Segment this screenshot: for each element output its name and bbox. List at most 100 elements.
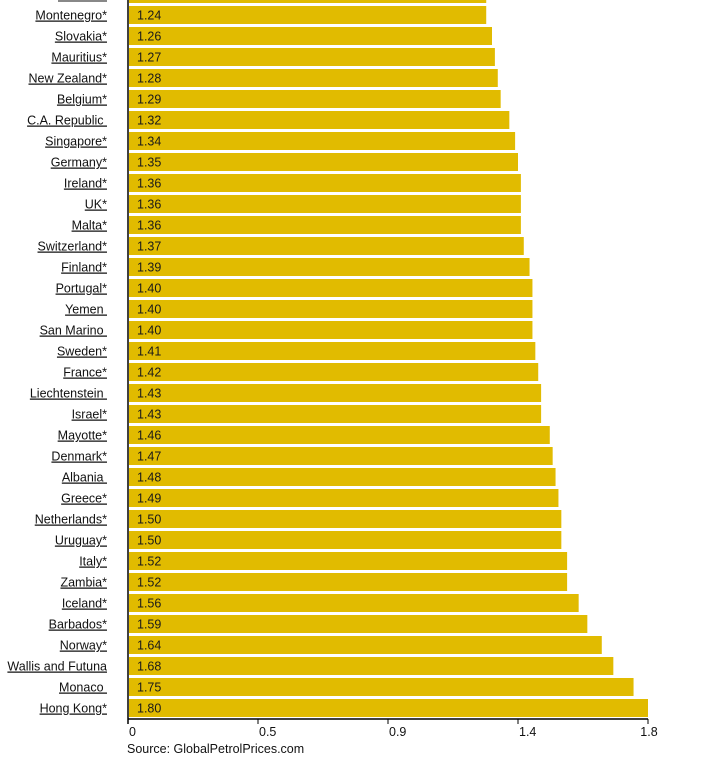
category-label-link[interactable]: Monaco [59,681,107,695]
bar-value-label: 1.68 [137,660,161,674]
bar-value-label: 1.27 [137,51,161,65]
category-labels: Montenegro* Slovakia* Mauritius* New Zealan… [7,0,108,716]
bar-partial-cutoff [129,0,487,3]
bar-value-label: 1.56 [137,597,161,611]
category-label-link[interactable]: Ireland* [64,177,107,191]
category-label-link[interactable]: Switzerland* [38,240,108,254]
value-labels: 1.24 1.26 1.27 1.28 1.29 1.32 1.34 1.35 1.36 1.36… [137,9,161,716]
category-label-link[interactable]: Italy* [79,555,107,569]
bar-value-label: 1.40 [137,303,161,317]
category-label-link[interactable]: Mayotte* [58,429,107,443]
x-tick-label: 0.9 [389,725,406,739]
category-label-link[interactable]: Greece* [61,492,107,506]
bar [129,174,521,192]
bar-value-label: 1.52 [137,555,161,569]
category-label-link[interactable]: Wallis and Futuna [7,660,107,674]
category-label-link[interactable]: Malta* [72,219,108,233]
category-label-link[interactable]: Sweden* [57,345,107,359]
x-tick-label: 0 [129,725,136,739]
bar [129,489,559,507]
bar-value-label: 1.26 [137,30,161,44]
bar [129,405,542,423]
category-label-link[interactable]: Mauritius* [51,51,107,65]
bar [129,279,533,297]
bar-value-label: 1.75 [137,681,161,695]
bar-value-label: 1.50 [137,534,161,548]
category-label-link[interactable]: Barbados* [49,618,108,632]
bar-value-label: 1.50 [137,513,161,527]
category-label-link[interactable]: France* [63,366,107,380]
bar-value-label: 1.47 [137,450,161,464]
category-label-link[interactable]: Liechtenstein [30,387,107,401]
x-tick-label: 0.5 [259,725,276,739]
category-label-link[interactable]: Slovakia* [55,30,107,44]
category-label-link[interactable]: Israel* [72,408,108,422]
category-label-link[interactable]: Portugal* [56,282,108,296]
bar [129,153,518,171]
bar-value-label: 1.43 [137,408,161,422]
bar-value-label: 1.39 [137,261,161,275]
bar-value-label: 1.37 [137,240,161,254]
bar-value-label: 1.46 [137,429,161,443]
bars-layer [129,0,648,717]
bar [129,132,516,150]
x-tick-label: 1.8 [640,725,657,739]
bar [129,468,556,486]
bar [129,636,602,654]
category-label-link[interactable]: Singapore* [45,135,107,149]
bar [129,90,501,108]
category-label-link[interactable]: Montenegro* [35,9,107,23]
category-label-link[interactable]: Hong Kong* [40,702,108,716]
bar [129,321,533,339]
bar [129,678,634,696]
bar-value-label: 1.49 [137,492,161,506]
category-label-link[interactable]: New Zealand* [28,72,107,86]
category-label-link[interactable]: Finland* [61,261,107,275]
category-label-link[interactable]: Norway* [60,639,107,653]
x-tick-label: 1.4 [519,725,536,739]
bar [129,69,498,87]
bar-value-label: 1.32 [137,114,161,128]
bar [129,237,524,255]
x-axis-ticks: 0 0.5 0.9 1.4 1.8 [127,719,658,739]
bar [129,699,648,717]
bar-value-label: 1.24 [137,9,161,23]
bar [129,216,521,234]
bar [129,426,550,444]
bar [129,342,536,360]
bar-value-label: 1.34 [137,135,161,149]
bar-value-label: 1.80 [137,702,161,716]
bar-value-label: 1.52 [137,576,161,590]
bar-value-label: 1.36 [137,219,161,233]
category-label-link[interactable]: Albania [62,471,107,485]
bar [129,447,553,465]
bar-value-label: 1.28 [137,72,161,86]
bar [129,531,562,549]
category-label-link[interactable]: Uruguay* [55,534,107,548]
bar [129,195,521,213]
bar-value-label: 1.43 [137,387,161,401]
bar-value-label: 1.48 [137,471,161,485]
category-label-link[interactable]: Germany* [51,156,107,170]
category-label-link[interactable]: San Marino [40,324,107,338]
bar-value-label: 1.36 [137,177,161,191]
bar [129,573,568,591]
category-label-link[interactable]: UK* [85,198,107,212]
category-label-link[interactable]: Iceland* [62,597,107,611]
bar [129,384,542,402]
bar-value-label: 1.42 [137,366,161,380]
bar-value-label: 1.59 [137,618,161,632]
category-label-link[interactable]: Yemen [65,303,107,317]
bar-value-label: 1.36 [137,198,161,212]
bar [129,657,614,675]
category-label-link[interactable]: Denmark* [51,450,107,464]
category-label-link[interactable]: Belgium* [57,93,107,107]
category-label-link[interactable]: Netherlands* [35,513,107,527]
bar [129,111,510,129]
source-note: Source: GlobalPetrolPrices.com [127,742,304,756]
bar [129,258,530,276]
category-label-link[interactable]: C.A. Republic [27,114,107,128]
category-label-link[interactable]: Zambia* [60,576,107,590]
bar-value-label: 1.64 [137,639,161,653]
